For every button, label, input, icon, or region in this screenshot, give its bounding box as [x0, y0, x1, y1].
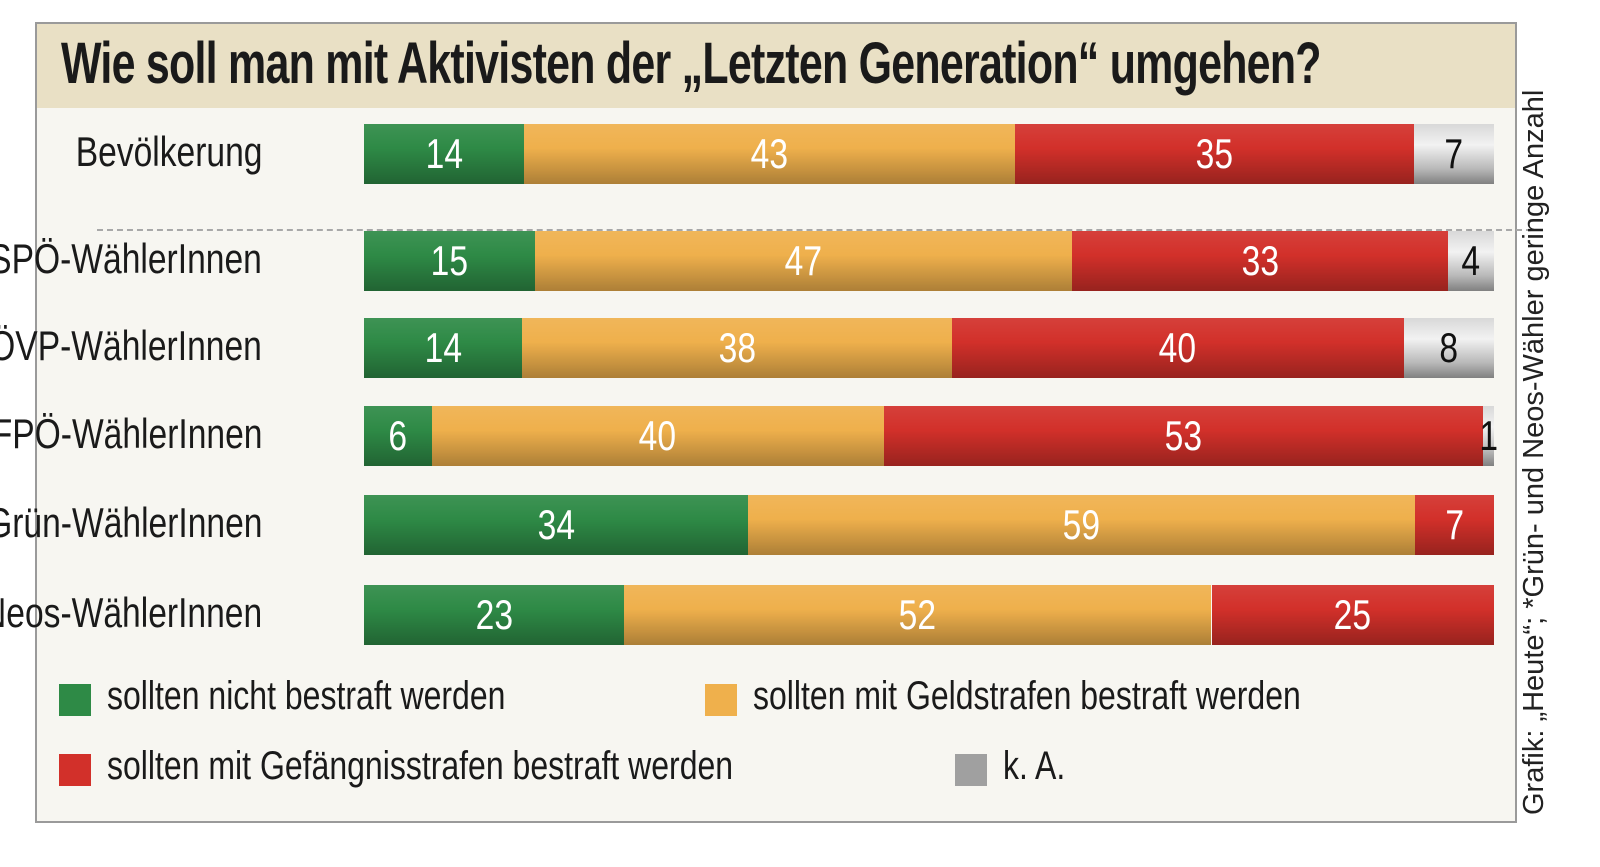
bar-segment: 23 — [364, 585, 624, 645]
data-label: 4 — [1461, 237, 1481, 284]
chart-title: Wie soll man mit Aktivisten der „Letzten… — [61, 31, 1322, 96]
bar-segment: 33 — [1071, 231, 1449, 291]
data-label: 6 — [388, 412, 408, 459]
bar-segment: 59 — [748, 495, 1415, 555]
category-label: ÖVP-WählerInnen — [0, 322, 262, 369]
legend-label: sollten mit Gefängnisstrafen bestraft we… — [107, 744, 734, 788]
data-label: 43 — [750, 130, 788, 177]
data-label: 52 — [899, 591, 937, 638]
data-label: 38 — [718, 324, 756, 371]
legend-swatch — [59, 684, 91, 716]
data-label: 1 — [1478, 412, 1498, 459]
data-label: 40 — [639, 412, 677, 459]
category-label: SPÖ-WählerInnen — [0, 235, 262, 282]
category-label: Grün-WählerInnen — [0, 499, 262, 546]
data-label: 47 — [784, 237, 823, 284]
bar-segment: 35 — [1014, 124, 1415, 184]
legend-swatch — [955, 754, 987, 786]
bar-segment: 52 — [623, 585, 1212, 645]
bar-segment: 38 — [522, 318, 952, 378]
data-label: 53 — [1164, 412, 1202, 459]
bar-segment: 47 — [535, 231, 1072, 291]
data-label: 33 — [1241, 237, 1279, 284]
bar-segment: 40 — [951, 318, 1404, 378]
bar-segment: 4 — [1448, 231, 1494, 291]
legend-label: k. A. — [1003, 744, 1066, 788]
data-label: 7 — [1444, 130, 1464, 177]
data-label: 23 — [475, 591, 513, 638]
bar-segment: 14 — [364, 124, 524, 184]
title-bar: Wie soll man mit Aktivisten der „Letzten… — [37, 24, 1515, 108]
legend-label: sollten nicht bestraft werden — [107, 674, 506, 718]
legend-label: sollten mit Geldstrafen bestraft werden — [753, 674, 1301, 718]
legend-swatch — [59, 754, 91, 786]
data-label: 7 — [1445, 501, 1464, 548]
data-label: 35 — [1195, 130, 1234, 177]
legend-swatch — [705, 684, 737, 716]
category-label: Neos-WählerInnen — [0, 589, 262, 636]
data-label: 14 — [425, 130, 463, 177]
bar-segment: 14 — [364, 318, 523, 378]
data-label: 15 — [430, 237, 469, 284]
bar-segment: 7 — [1414, 495, 1494, 555]
credit-text: Grafik: „Heute“; *Grün- und Neos-Wähler … — [1518, 89, 1550, 815]
data-label: 40 — [1158, 324, 1197, 371]
data-label: 34 — [537, 501, 575, 548]
data-label: 25 — [1334, 591, 1372, 638]
bar-segment: 1 — [1479, 406, 1498, 466]
data-label: 14 — [424, 324, 462, 371]
bar-segment: 7 — [1414, 124, 1494, 184]
data-label: 8 — [1439, 324, 1459, 371]
bar-segment: 53 — [883, 406, 1483, 466]
bar-segment: 6 — [364, 406, 432, 466]
bar-segment: 25 — [1211, 585, 1494, 645]
category-label: FPÖ-WählerInnen — [0, 410, 262, 457]
divider — [97, 229, 1532, 231]
bar-segment: 40 — [431, 406, 884, 466]
bar-segment: 8 — [1403, 318, 1494, 378]
bar-segment: 34 — [364, 495, 749, 555]
data-label: 59 — [1062, 501, 1101, 548]
bar-segment: 15 — [364, 231, 536, 291]
category-label: Bevölkerung — [75, 128, 262, 175]
bar-segment: 43 — [523, 124, 1015, 184]
chart-frame: Wie soll man mit Aktivisten der „Letzten… — [0, 22, 1532, 823]
